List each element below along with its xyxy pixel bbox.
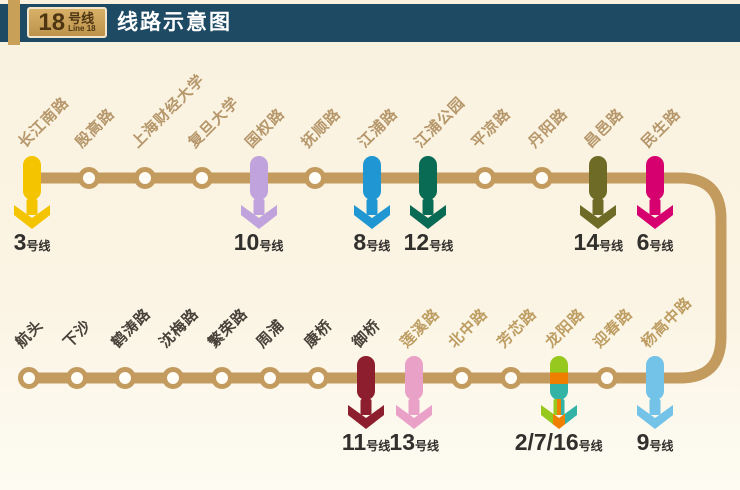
transfer-line-label: 3号线	[0, 231, 97, 254]
transfer-arrow-icon	[396, 399, 433, 429]
transfer-line-number: 14	[573, 229, 600, 255]
station-marker-transfer	[646, 356, 664, 400]
header-bar	[0, 4, 740, 42]
transfer-line-number: 8	[353, 229, 367, 255]
transfer-arrow	[240, 199, 278, 237]
transfer-line-suffix: 号线	[578, 439, 603, 453]
station-marker-transfer	[646, 156, 664, 200]
transfer-arrow	[347, 399, 385, 437]
transfer-arrow	[636, 399, 674, 437]
station-marker	[474, 167, 497, 189]
transfer-arrow	[13, 199, 51, 237]
transfer-arrow-icon	[637, 199, 673, 229]
transfer-line-suffix: 号线	[649, 239, 674, 253]
transfer-arrow-icon	[410, 199, 447, 229]
transfer-line-label: 13号线	[349, 431, 479, 454]
station-marker-transfer	[362, 156, 381, 200]
transfer-line-suffix: 号线	[26, 239, 51, 253]
transfer-line-number: 12	[403, 229, 430, 255]
transfer-line-number: 13	[389, 429, 415, 455]
transfer-line-label: 14号线	[533, 231, 663, 254]
transfer-arrow-icon	[240, 199, 277, 229]
transfer-arrow-icon	[353, 199, 390, 229]
badge-line-number: 18	[38, 8, 66, 36]
station-marker	[77, 167, 100, 189]
transfer-line-label: 8号线	[307, 231, 437, 254]
station-marker	[306, 367, 329, 389]
transfer-arrow-icon	[348, 399, 385, 429]
badge-line-suffix: 号线	[68, 11, 95, 26]
page-title: 线路示意图	[117, 11, 232, 34]
transfer-line-number: 11	[341, 429, 367, 455]
station-marker	[258, 367, 281, 389]
transfer-line-label: 9号线	[590, 431, 720, 454]
station-marker-transfer	[23, 156, 41, 200]
station-marker	[451, 367, 474, 389]
station-marker	[210, 367, 233, 389]
station-marker-transfer	[549, 356, 568, 400]
transfer-line-suffix: 号线	[259, 239, 284, 253]
transfer-line-label: 10号线	[194, 231, 324, 254]
transfer-line-number: 2/7/16	[514, 429, 579, 455]
station-marker-transfer	[357, 356, 376, 400]
transfer-arrow	[395, 399, 433, 437]
transfer-line-label: 11号线	[301, 431, 431, 454]
transfer-arrow	[579, 199, 617, 237]
line-18-badge: 18 号线 Line 18	[27, 7, 107, 38]
transfer-line-suffix: 号线	[649, 439, 674, 453]
badge-text-column: 号线 Line 18	[68, 12, 96, 33]
transfer-arrow-icon	[540, 399, 577, 429]
station-marker	[18, 367, 40, 389]
transfer-line-suffix: 号线	[415, 439, 440, 453]
transfer-line-number: 10	[233, 229, 260, 255]
station-marker	[66, 367, 89, 389]
station-marker	[530, 167, 553, 189]
transfer-line-number: 6	[636, 229, 650, 255]
transfer-arrow-icon	[637, 399, 673, 429]
transfer-line-label: 6号线	[590, 231, 720, 254]
route-line	[23, 172, 727, 384]
station-marker	[114, 367, 137, 389]
station-marker-transfer	[249, 156, 268, 200]
transfer-arrow	[540, 399, 578, 437]
transfer-line-suffix: 号线	[366, 239, 391, 253]
station-marker	[499, 367, 522, 389]
transfer-arrow-icon	[580, 199, 617, 229]
station-marker	[162, 367, 185, 389]
transfer-line-number: 9	[636, 429, 650, 455]
transfer-line-number: 3	[13, 229, 27, 255]
transfer-line-suffix: 号线	[366, 439, 391, 453]
transfer-line-label: 12号线	[363, 231, 493, 254]
station-marker	[595, 367, 618, 389]
route-diagram: 转乘磁浮线 搜狐号@搜狐焦点鄂州站 长江南路 3号线殷高路上海财经大学复旦大学国…	[0, 43, 740, 490]
station-marker	[304, 167, 327, 189]
transfer-arrow	[636, 199, 674, 237]
station-marker-transfer	[419, 156, 438, 200]
station-marker-transfer	[405, 356, 424, 400]
transfer-line-label: 2/7/16号线	[494, 431, 624, 454]
header-gold-accent	[8, 0, 20, 45]
transfer-line-suffix: 号线	[429, 239, 454, 253]
station-marker-transfer	[589, 156, 608, 200]
station-marker	[190, 167, 213, 189]
transfer-arrow-icon	[14, 199, 50, 229]
transfer-arrow	[353, 199, 391, 237]
badge-line-english: Line 18	[68, 24, 96, 33]
transfer-arrow	[409, 199, 447, 237]
station-marker	[134, 167, 157, 189]
transfer-line-suffix: 号线	[599, 239, 624, 253]
